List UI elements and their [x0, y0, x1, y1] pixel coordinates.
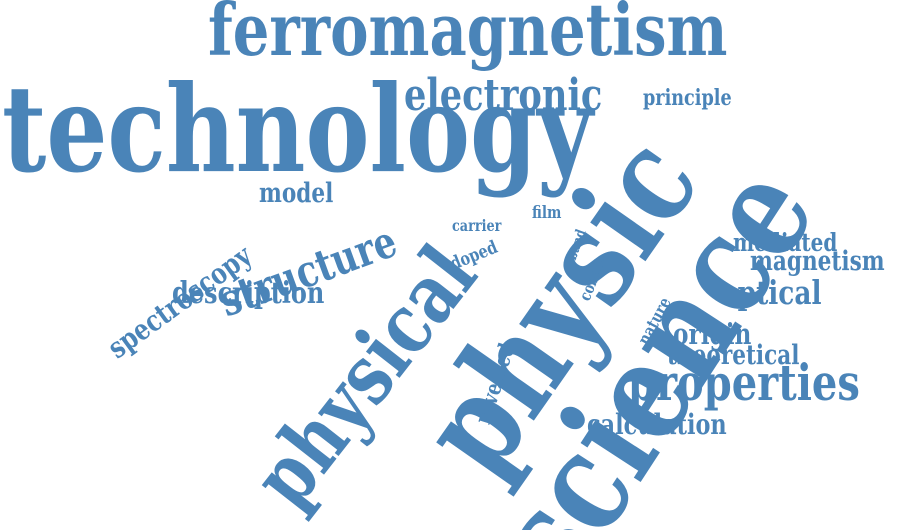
word-magnetism: magnetism [750, 246, 885, 277]
word-description: description [172, 276, 325, 311]
word-carrier: carrier [452, 216, 502, 235]
word-model: model [259, 178, 334, 209]
word-ferromagnetism: ferromagnetism [208, 0, 728, 72]
word-technology: technology [2, 59, 593, 200]
word-theoretical: theoretical [667, 340, 800, 371]
word-origin: origin [673, 317, 752, 351]
word-film: film [532, 203, 562, 223]
word-properties: properties [628, 353, 860, 412]
word-calculation: calculation [587, 408, 727, 441]
word-principle: principle [643, 85, 732, 111]
word-electronic: electronic [404, 70, 603, 121]
word-optical: optical [720, 273, 822, 312]
word-mediated: mediated [733, 228, 838, 257]
